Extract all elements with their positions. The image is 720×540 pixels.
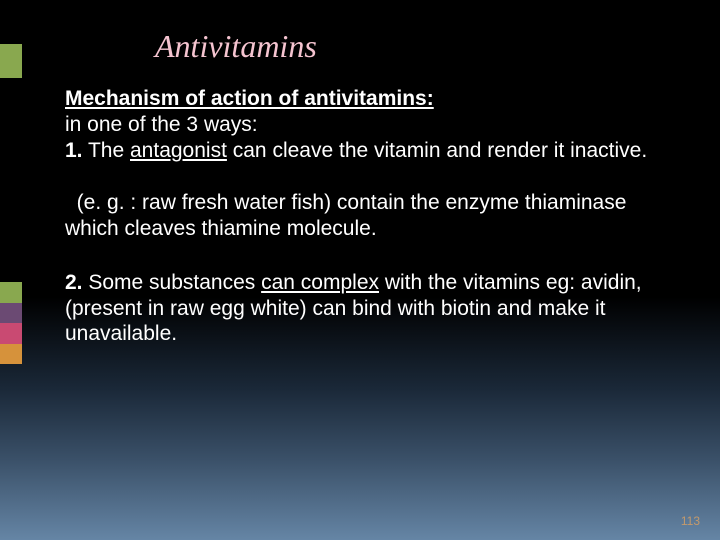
point-2-keyword: can complex	[261, 271, 379, 294]
point-2-mid: Some substances	[83, 271, 262, 294]
point-1: 1. The antagonist can cleave the vitamin…	[65, 138, 665, 164]
accent-bar-top	[0, 44, 22, 78]
bar-segment	[0, 303, 22, 324]
heading-text: Mechanism of action of antivitamins:	[65, 87, 434, 110]
accent-bar-bottom	[0, 282, 22, 364]
bar-segment	[0, 344, 22, 365]
page-number: 113	[681, 514, 700, 528]
slide: Antivitamins Mechanism of action of anti…	[0, 0, 720, 540]
point-1-rest: can cleave the vitamin and render it ina…	[227, 139, 647, 162]
point-1-prefix: 1.	[65, 139, 83, 162]
bar-segment	[0, 323, 22, 344]
heading-line: Mechanism of action of antivitamins:	[65, 86, 665, 112]
point-2: 2. Some substances can complex with the …	[65, 270, 675, 347]
bar-segment	[0, 44, 22, 78]
point-1-example: (e. g. : raw fresh water fish) contain t…	[65, 190, 665, 241]
point-1-mid: The	[83, 139, 130, 162]
intro-line: in one of the 3 ways:	[65, 112, 665, 138]
point-2-prefix: 2.	[65, 271, 83, 294]
point-1-keyword: antagonist	[130, 139, 227, 162]
slide-title: Antivitamins	[155, 28, 317, 65]
bar-segment	[0, 282, 22, 303]
